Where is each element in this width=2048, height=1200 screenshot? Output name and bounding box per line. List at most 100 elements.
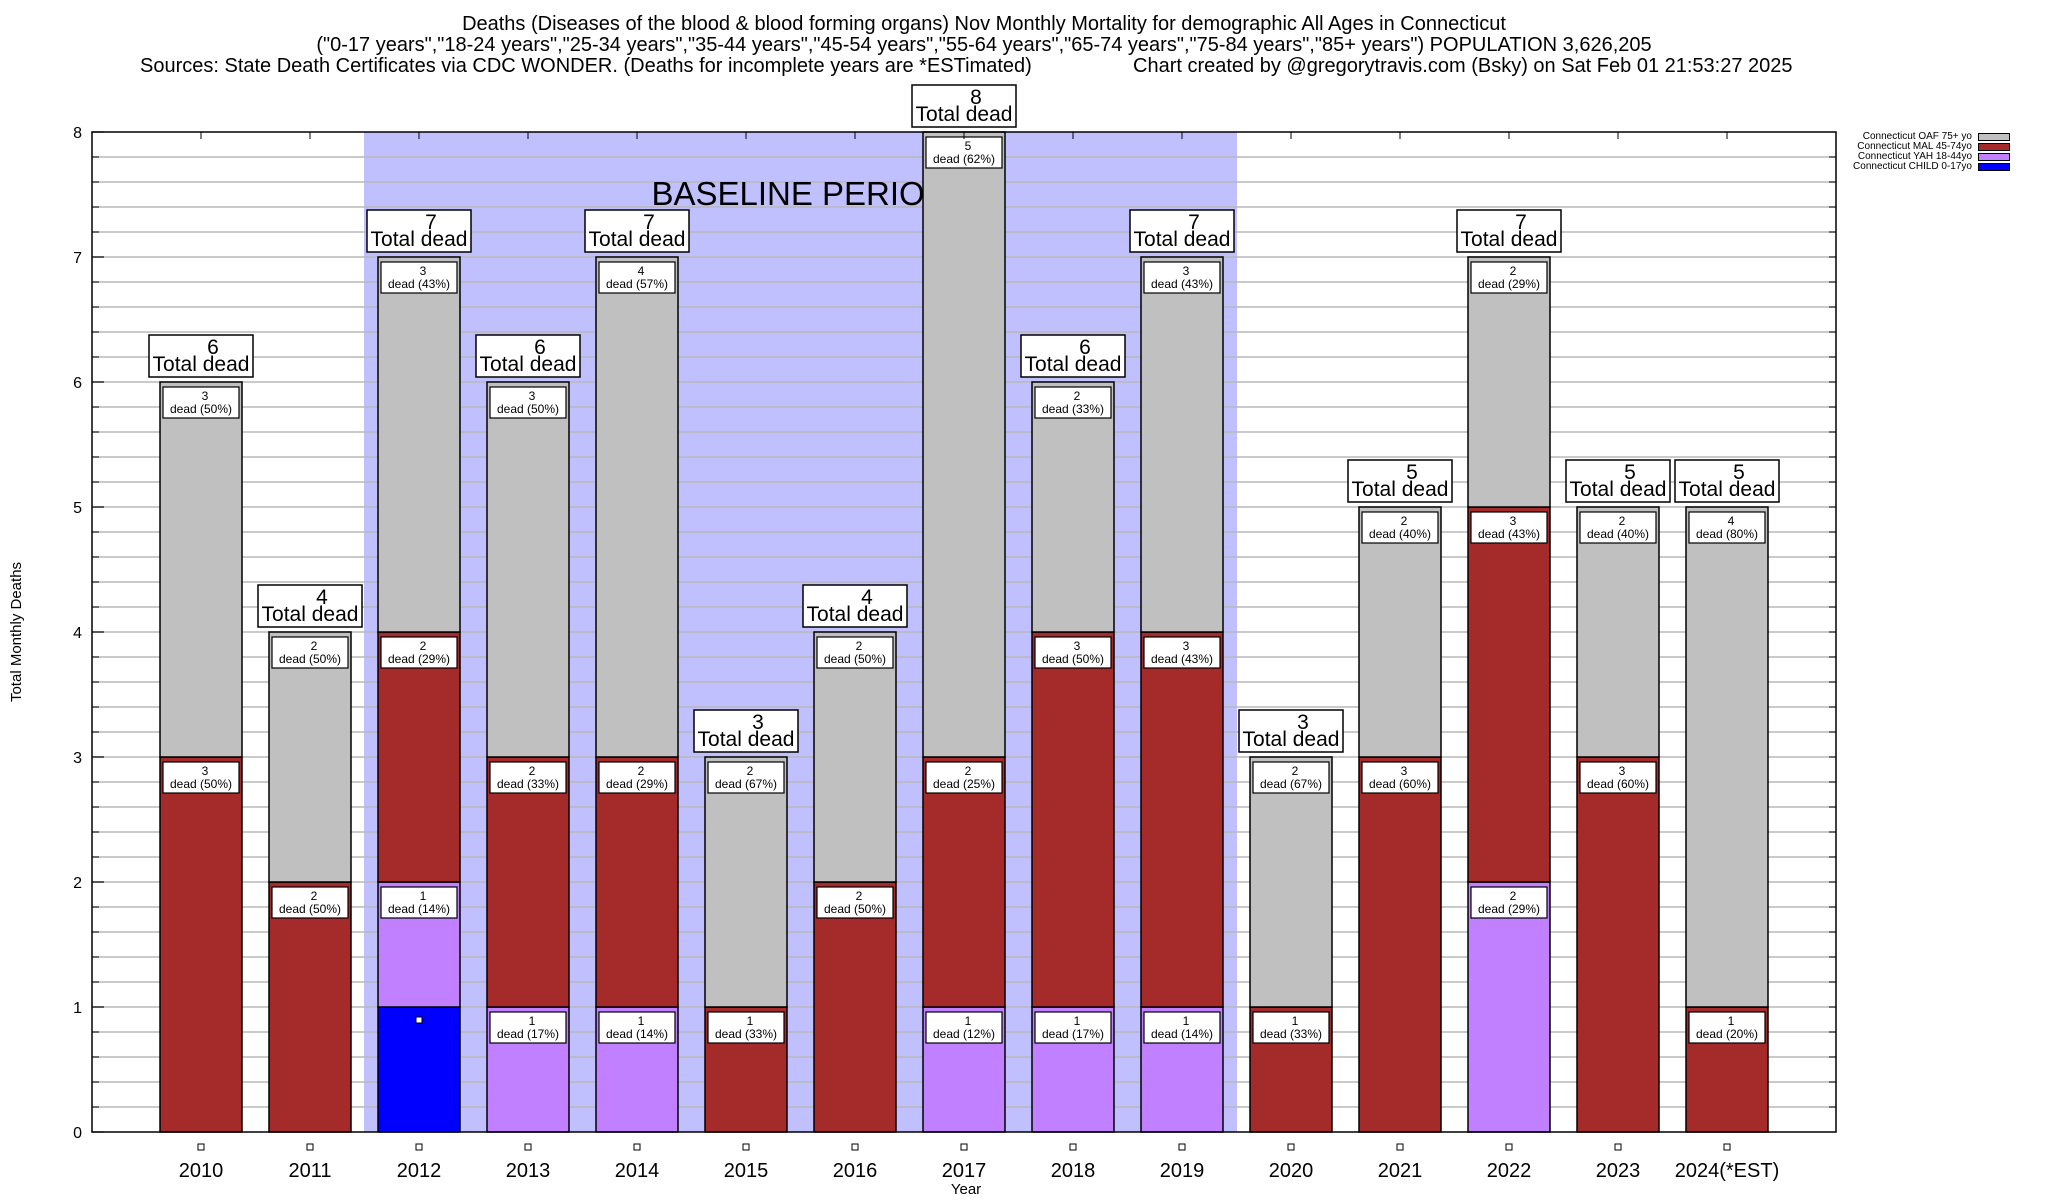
total-label-text: Total dead: [262, 603, 359, 626]
segment-label-box: [1143, 636, 1221, 669]
segment-label-pct: dead (80%): [1696, 527, 1758, 541]
segment-label-pct: dead (67%): [1260, 777, 1322, 791]
y-tick-label: 6: [73, 375, 82, 392]
segment-label-count: 1: [747, 1014, 754, 1028]
segment-label-box: [816, 886, 894, 919]
segment-label-pct: dead (50%): [497, 402, 559, 416]
total-label-text: Total dead: [480, 353, 577, 376]
y-tick-label: 5: [73, 500, 82, 517]
segment-label-pct: dead (12%): [933, 1027, 995, 1041]
baseline-period-label: BASELINE PERIOD: [651, 175, 948, 212]
segment-label-box: [1361, 761, 1439, 794]
total-label-box: [257, 584, 363, 628]
x-tick-label: 2023: [1596, 1160, 1641, 1182]
segment-label-box: [489, 386, 567, 419]
segment-label-pct: dead (62%): [933, 152, 995, 166]
segment-label-box: [380, 636, 458, 669]
x-tick-marker: [1178, 1143, 1186, 1151]
bar-segment-mal: [1467, 506, 1551, 883]
segment-label-pct: dead (25%): [933, 777, 995, 791]
segment-label-box: [1470, 261, 1548, 294]
segment-label-pct: dead (50%): [824, 652, 886, 666]
segment-label-count: 1: [1292, 1014, 1299, 1028]
bar-segment-oaf: [595, 256, 679, 758]
x-tick-marker: [197, 1143, 205, 1151]
total-label-text: Total dead: [1570, 478, 1667, 501]
segment-label-box: [162, 761, 240, 794]
segment-label-pct: dead (60%): [1587, 777, 1649, 791]
segment-label-box: [598, 1011, 676, 1044]
bar-segment-oaf: [377, 256, 461, 633]
chart-source: Sources: State Death Certificates via CD…: [140, 55, 1032, 77]
bar-segment-oaf: [486, 381, 570, 758]
segment-label-pct: dead (17%): [497, 1027, 559, 1041]
segment-label-count: 2: [965, 764, 972, 778]
segment-label-pct: dead (14%): [606, 1027, 668, 1041]
segment-label-pct: dead (67%): [715, 777, 777, 791]
x-tick-marker: [633, 1143, 641, 1151]
segment-marker: [415, 1016, 423, 1024]
segment-label-pct: dead (50%): [824, 902, 886, 916]
segment-label-box: [1143, 1011, 1221, 1044]
total-label-count: 6: [1079, 336, 1091, 359]
legend-label: Connecticut MAL 45-74yo: [1857, 141, 1972, 152]
legend-swatch: [1978, 163, 2010, 171]
bar-segment-oaf: [1576, 506, 1660, 758]
segment-label-count: 1: [638, 1014, 645, 1028]
segment-label-count: 2: [1401, 514, 1408, 528]
segment-label-box: [1252, 761, 1330, 794]
x-tick-marker: [306, 1143, 314, 1151]
segment-label-pct: dead (33%): [715, 1027, 777, 1041]
total-label-count: 3: [752, 711, 764, 734]
legend-item: Connecticut YAH 18-44yo: [1850, 152, 2010, 162]
chart-title: Deaths (Diseases of the blood & blood fo…: [462, 13, 1506, 35]
segment-label-box: [1579, 761, 1657, 794]
segment-label-pct: dead (20%): [1696, 1027, 1758, 1041]
total-label-box: [1565, 459, 1671, 503]
x-tick-marker: [1069, 1143, 1077, 1151]
segment-label-count: 3: [1619, 764, 1626, 778]
segment-label-box: [707, 761, 785, 794]
bar-segment-mal: [595, 756, 679, 1008]
segment-label-count: 1: [420, 889, 427, 903]
bar-segment-mal: [268, 881, 352, 1133]
bar-segment-oaf: [1140, 256, 1224, 633]
y-tick-label: 8: [73, 125, 82, 142]
x-tick-label: 2021: [1378, 1160, 1423, 1182]
x-tick-label: 2015: [724, 1160, 769, 1182]
segment-label-pct: dead (29%): [1478, 902, 1540, 916]
segment-label-pct: dead (50%): [170, 777, 232, 791]
total-label-text: Total dead: [371, 228, 468, 251]
total-label-count: 7: [425, 211, 437, 234]
segment-label-count: 1: [1183, 1014, 1190, 1028]
x-tick-label: 2014: [615, 1160, 660, 1182]
total-label-box: [911, 84, 1017, 128]
segment-label-count: 2: [856, 889, 863, 903]
segment-label-pct: dead (50%): [279, 652, 341, 666]
segment-label-pct: dead (33%): [497, 777, 559, 791]
segment-label-box: [271, 636, 349, 669]
x-tick-marker: [851, 1143, 859, 1151]
bar-segment-mal: [159, 756, 243, 1133]
segment-label-count: 1: [965, 1014, 972, 1028]
segment-label-pct: dead (17%): [1042, 1027, 1104, 1041]
bar-segment-oaf: [159, 381, 243, 758]
segment-label-box: [380, 261, 458, 294]
segment-label-box: [1143, 261, 1221, 294]
bar-segment-mal: [922, 756, 1006, 1008]
y-axis-label: Total Monthly Deaths: [8, 562, 25, 702]
total-label-text: Total dead: [153, 353, 250, 376]
segment-label-pct: dead (43%): [388, 277, 450, 291]
bar-segment-oaf: [704, 756, 788, 1008]
segment-label-box: [1034, 1011, 1112, 1044]
total-label-box: [584, 209, 690, 253]
segment-label-count: 3: [202, 764, 209, 778]
segment-label-pct: dead (14%): [388, 902, 450, 916]
legend-swatch: [1978, 133, 2010, 141]
total-label-text: Total dead: [589, 228, 686, 251]
segment-label-count: 5: [965, 139, 972, 153]
total-label-count: 6: [534, 336, 546, 359]
bar-segment-mal: [486, 756, 570, 1008]
total-label-count: 7: [1515, 211, 1527, 234]
segment-label-box: [489, 1011, 567, 1044]
